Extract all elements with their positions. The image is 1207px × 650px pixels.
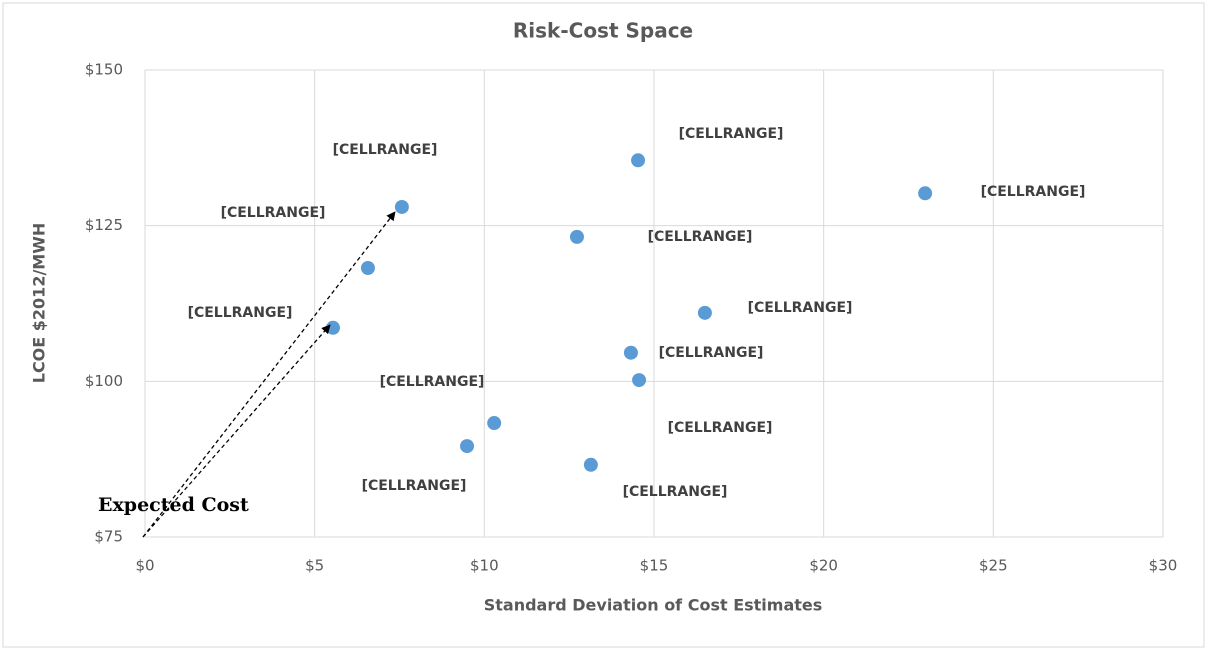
arrow: [142, 324, 331, 538]
data-label: [CELLRANGE]: [623, 484, 728, 500]
point: [460, 439, 475, 454]
point: [569, 229, 584, 244]
point: [623, 345, 638, 360]
y-tick-label: $75: [94, 528, 123, 546]
plot-area: $0 $5 $10 $15 $20 $25 $30 $75 $100 $125 $150 [CELLR…: [85, 61, 1178, 575]
point: [487, 416, 502, 431]
arrow: [142, 211, 396, 538]
data-label: [CELLRANGE]: [659, 345, 764, 361]
y-tick-label: $125: [85, 216, 123, 234]
data-label: [CELLRANGE]: [668, 420, 773, 436]
point: [394, 199, 409, 214]
x-tick-label: $5: [305, 557, 324, 575]
data-label: [CELLRANGE]: [333, 142, 438, 158]
data-label: [CELLRANGE]: [679, 126, 784, 142]
y-axis-title: LCOE $2012/MWH: [30, 223, 49, 384]
data-label: [CELLRANGE]: [748, 300, 853, 316]
data-label: [CELLRANGE]: [981, 184, 1086, 200]
x-axis-title: Standard Deviation of Cost Estimates: [484, 596, 823, 615]
data-label: [CELLRANGE]: [648, 229, 753, 245]
x-tick-label: $0: [135, 557, 154, 575]
point: [632, 373, 647, 388]
data-label: [CELLRANGE]: [362, 478, 467, 494]
point: [583, 457, 598, 472]
point: [325, 320, 340, 335]
x-tick-label: $20: [809, 557, 838, 575]
point: [697, 305, 712, 320]
chart-title: Risk-Cost Space: [513, 19, 693, 43]
data-label: [CELLRANGE]: [188, 305, 293, 321]
x-tick-label: $10: [470, 557, 499, 575]
point: [631, 153, 646, 168]
y-tick-label: $150: [85, 61, 123, 79]
point: [918, 186, 933, 201]
annotation: Expected Cost: [98, 494, 249, 516]
data-label: [CELLRANGE]: [380, 374, 485, 390]
data-label: [CELLRANGE]: [221, 205, 326, 221]
x-tick-label: $30: [1149, 557, 1178, 575]
point: [360, 261, 375, 276]
x-tick-label: $25: [979, 557, 1008, 575]
x-tick-label: $15: [640, 557, 669, 575]
y-tick-label: $100: [85, 372, 123, 390]
